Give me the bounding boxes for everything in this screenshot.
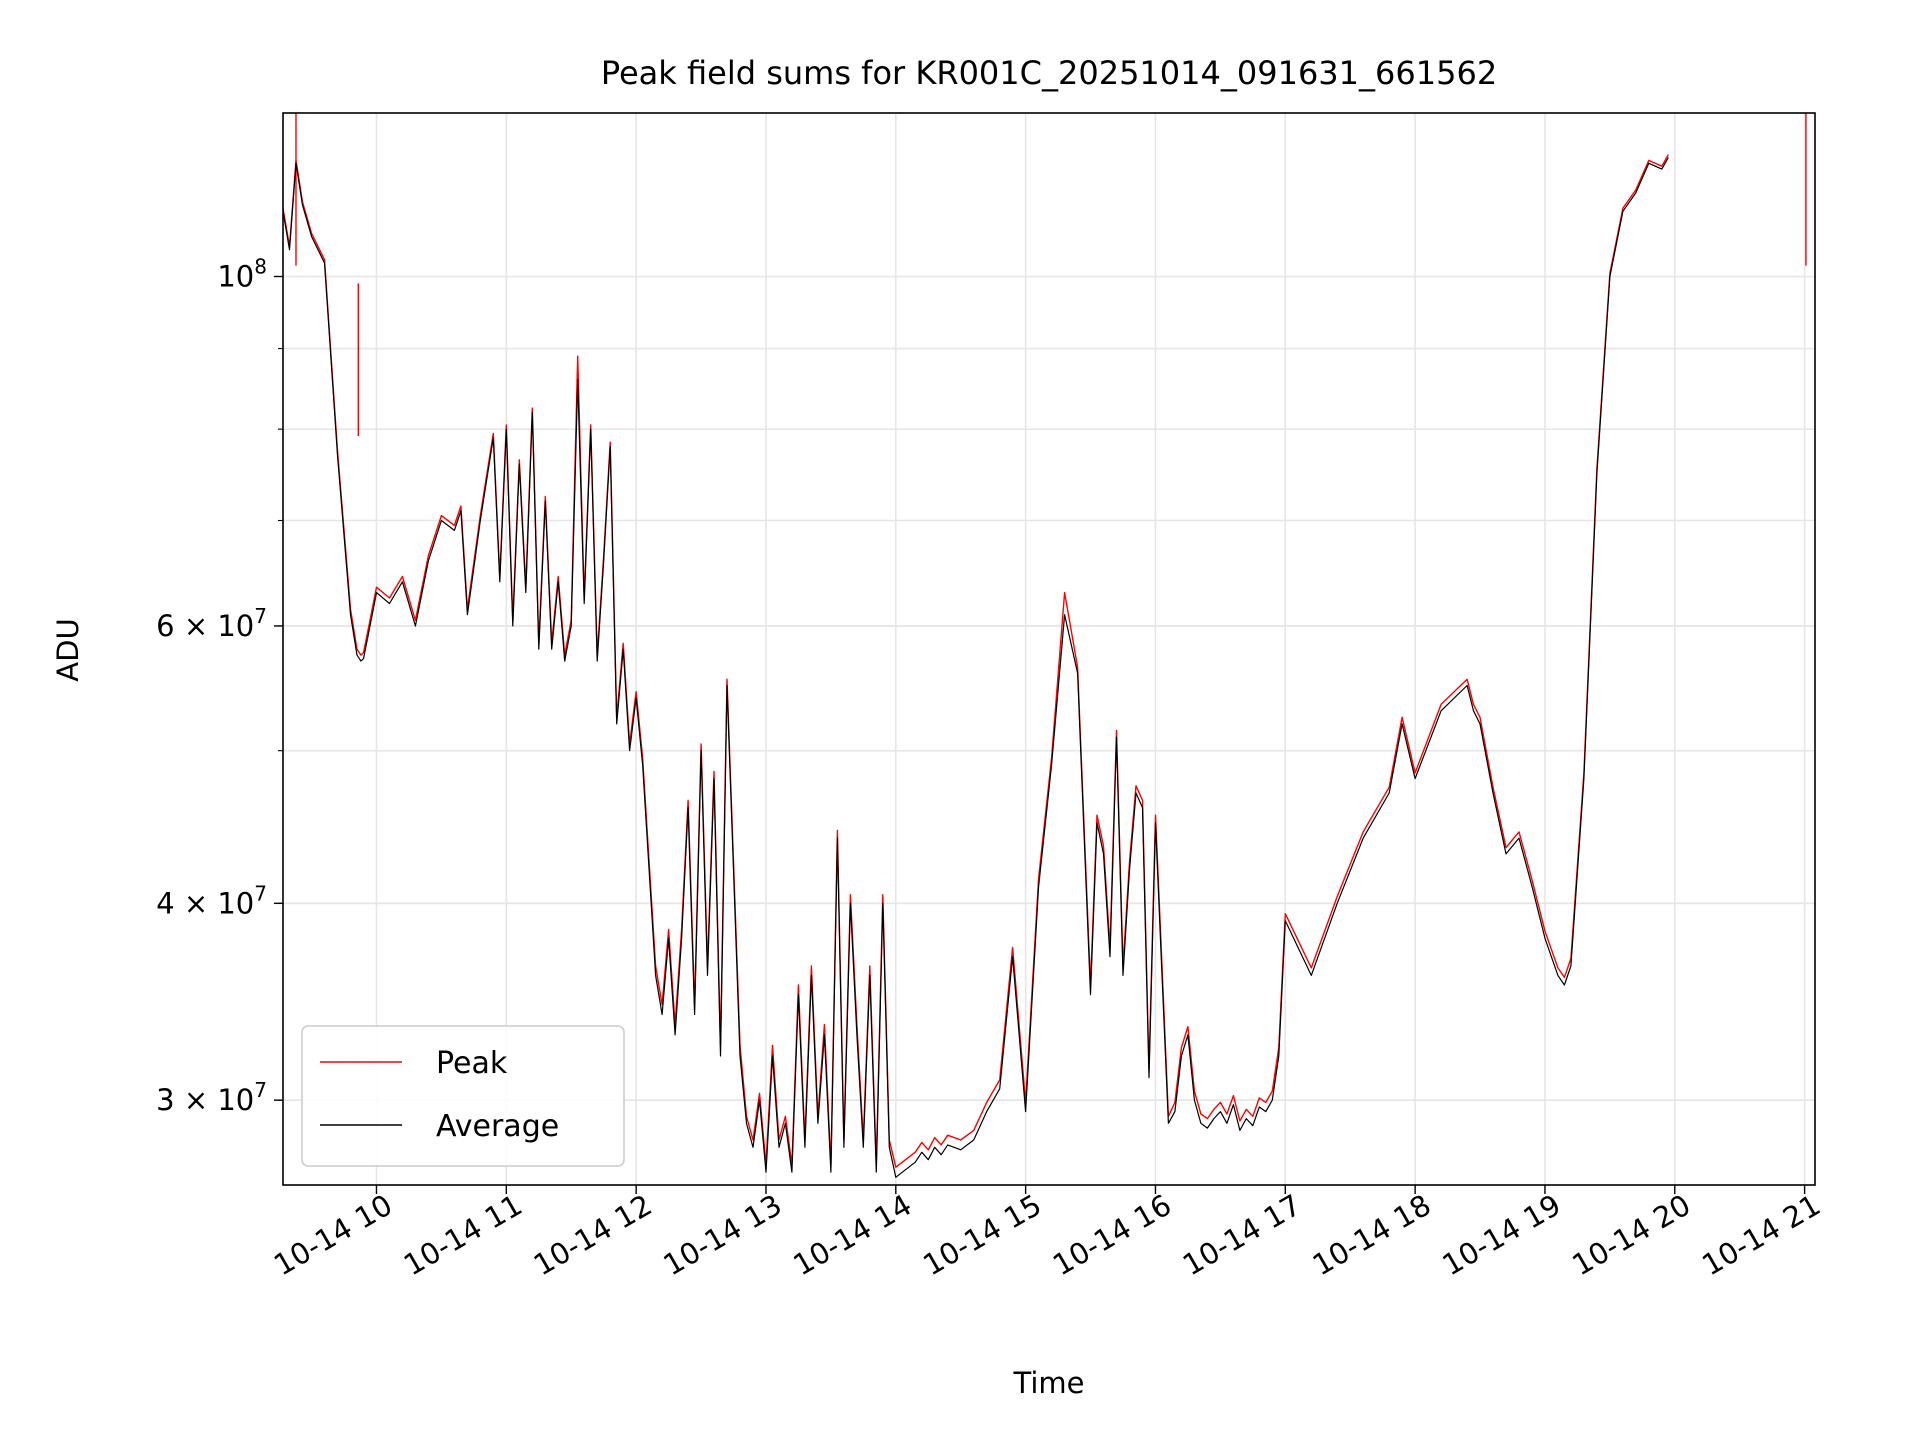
legend-average-label: Average: [436, 1109, 559, 1144]
x-axis-label: Time: [1013, 1366, 1085, 1400]
y-axis-label: ADU: [51, 618, 85, 681]
y-tick-label: 6 × 107: [156, 604, 267, 643]
y-tick-label: 3 × 107: [156, 1078, 267, 1117]
legend-box: [301, 1025, 625, 1167]
y-tick-label: 108: [217, 255, 267, 294]
y-axis: 3 × 107 4 × 107 6 × 107 108: [156, 255, 283, 1117]
y-tick-label: 4 × 107: [156, 881, 267, 920]
chart-title: Peak field sums for KR001C_20251014_0916…: [601, 54, 1497, 92]
plot-frame: [282, 112, 1816, 1186]
average-series-line: [282, 157, 1669, 1178]
series-group: [282, 113, 1807, 1178]
legend: Peak Average: [301, 1025, 625, 1167]
legend-peak-label: Peak: [436, 1046, 508, 1081]
grid-lines: [283, 113, 1815, 1185]
